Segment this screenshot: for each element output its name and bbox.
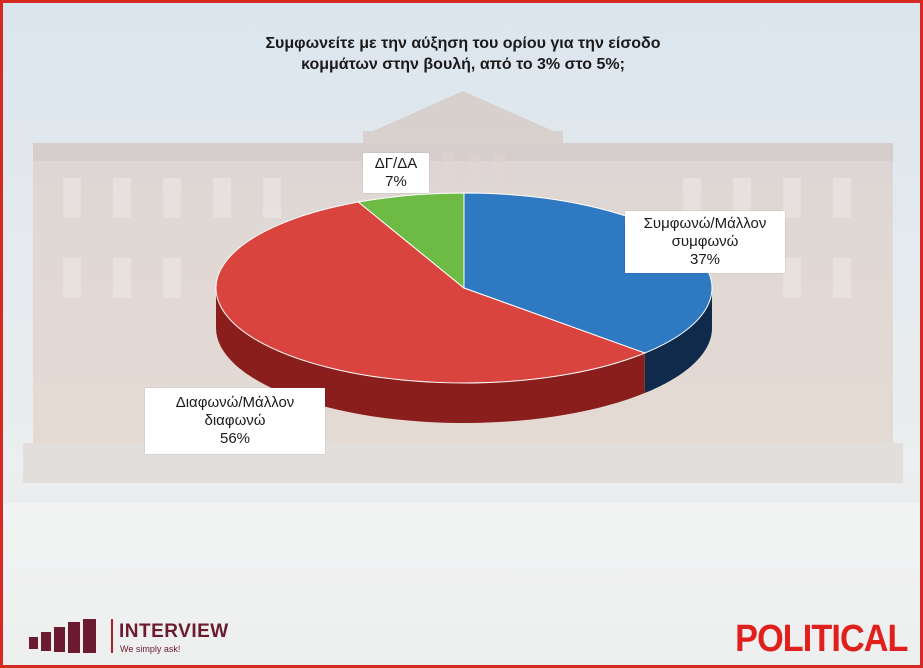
data-label-dont-know-value: 7%	[385, 173, 407, 190]
data-label-agree: Συμφωνώ/Μάλλον συμφωνώ 37%	[625, 211, 785, 273]
interview-logo: INTERVIEW We simply ask!	[29, 613, 249, 659]
pie-slice-dont-know	[357, 192, 465, 290]
pie-chart	[215, 192, 713, 423]
data-label-disagree-line-1: Διαφωνώ/Μάλλον	[175, 394, 295, 411]
data-label-disagree: Διαφωνώ/Μάλλον διαφωνώ 56%	[145, 388, 325, 454]
chart-title-line-1: Συμφωνείτε με την αύξηση του ορίου για τ…	[265, 35, 661, 52]
chart-title: Συμφωνείτε με την αύξηση του ορίου για τ…	[163, 33, 763, 75]
data-label-disagree-value: 56%	[219, 430, 251, 447]
data-label-dont-know-name: ΔΓ/ΔΑ	[374, 155, 418, 172]
interview-bars-icon	[29, 619, 96, 653]
political-logo: POLITICAL	[735, 618, 909, 660]
data-label-agree-value: 37%	[689, 251, 721, 268]
interview-logo-divider	[111, 619, 113, 653]
data-label-agree-line-2: συμφωνώ	[671, 233, 739, 250]
chart-title-line-2: κομμάτων στην βουλή, από το 3% στο 5%;	[301, 56, 625, 73]
data-label-agree-line-1: Συμφωνώ/Μάλλον	[643, 215, 767, 232]
interview-logo-tagline: We simply ask!	[120, 644, 181, 654]
interview-logo-name: INTERVIEW	[119, 621, 229, 642]
pie-side-agree	[644, 288, 712, 394]
data-label-disagree-line-2: διαφωνώ	[204, 412, 266, 429]
pie-slice-disagree	[215, 201, 647, 384]
data-label-dont-know: ΔΓ/ΔΑ 7%	[363, 153, 429, 193]
